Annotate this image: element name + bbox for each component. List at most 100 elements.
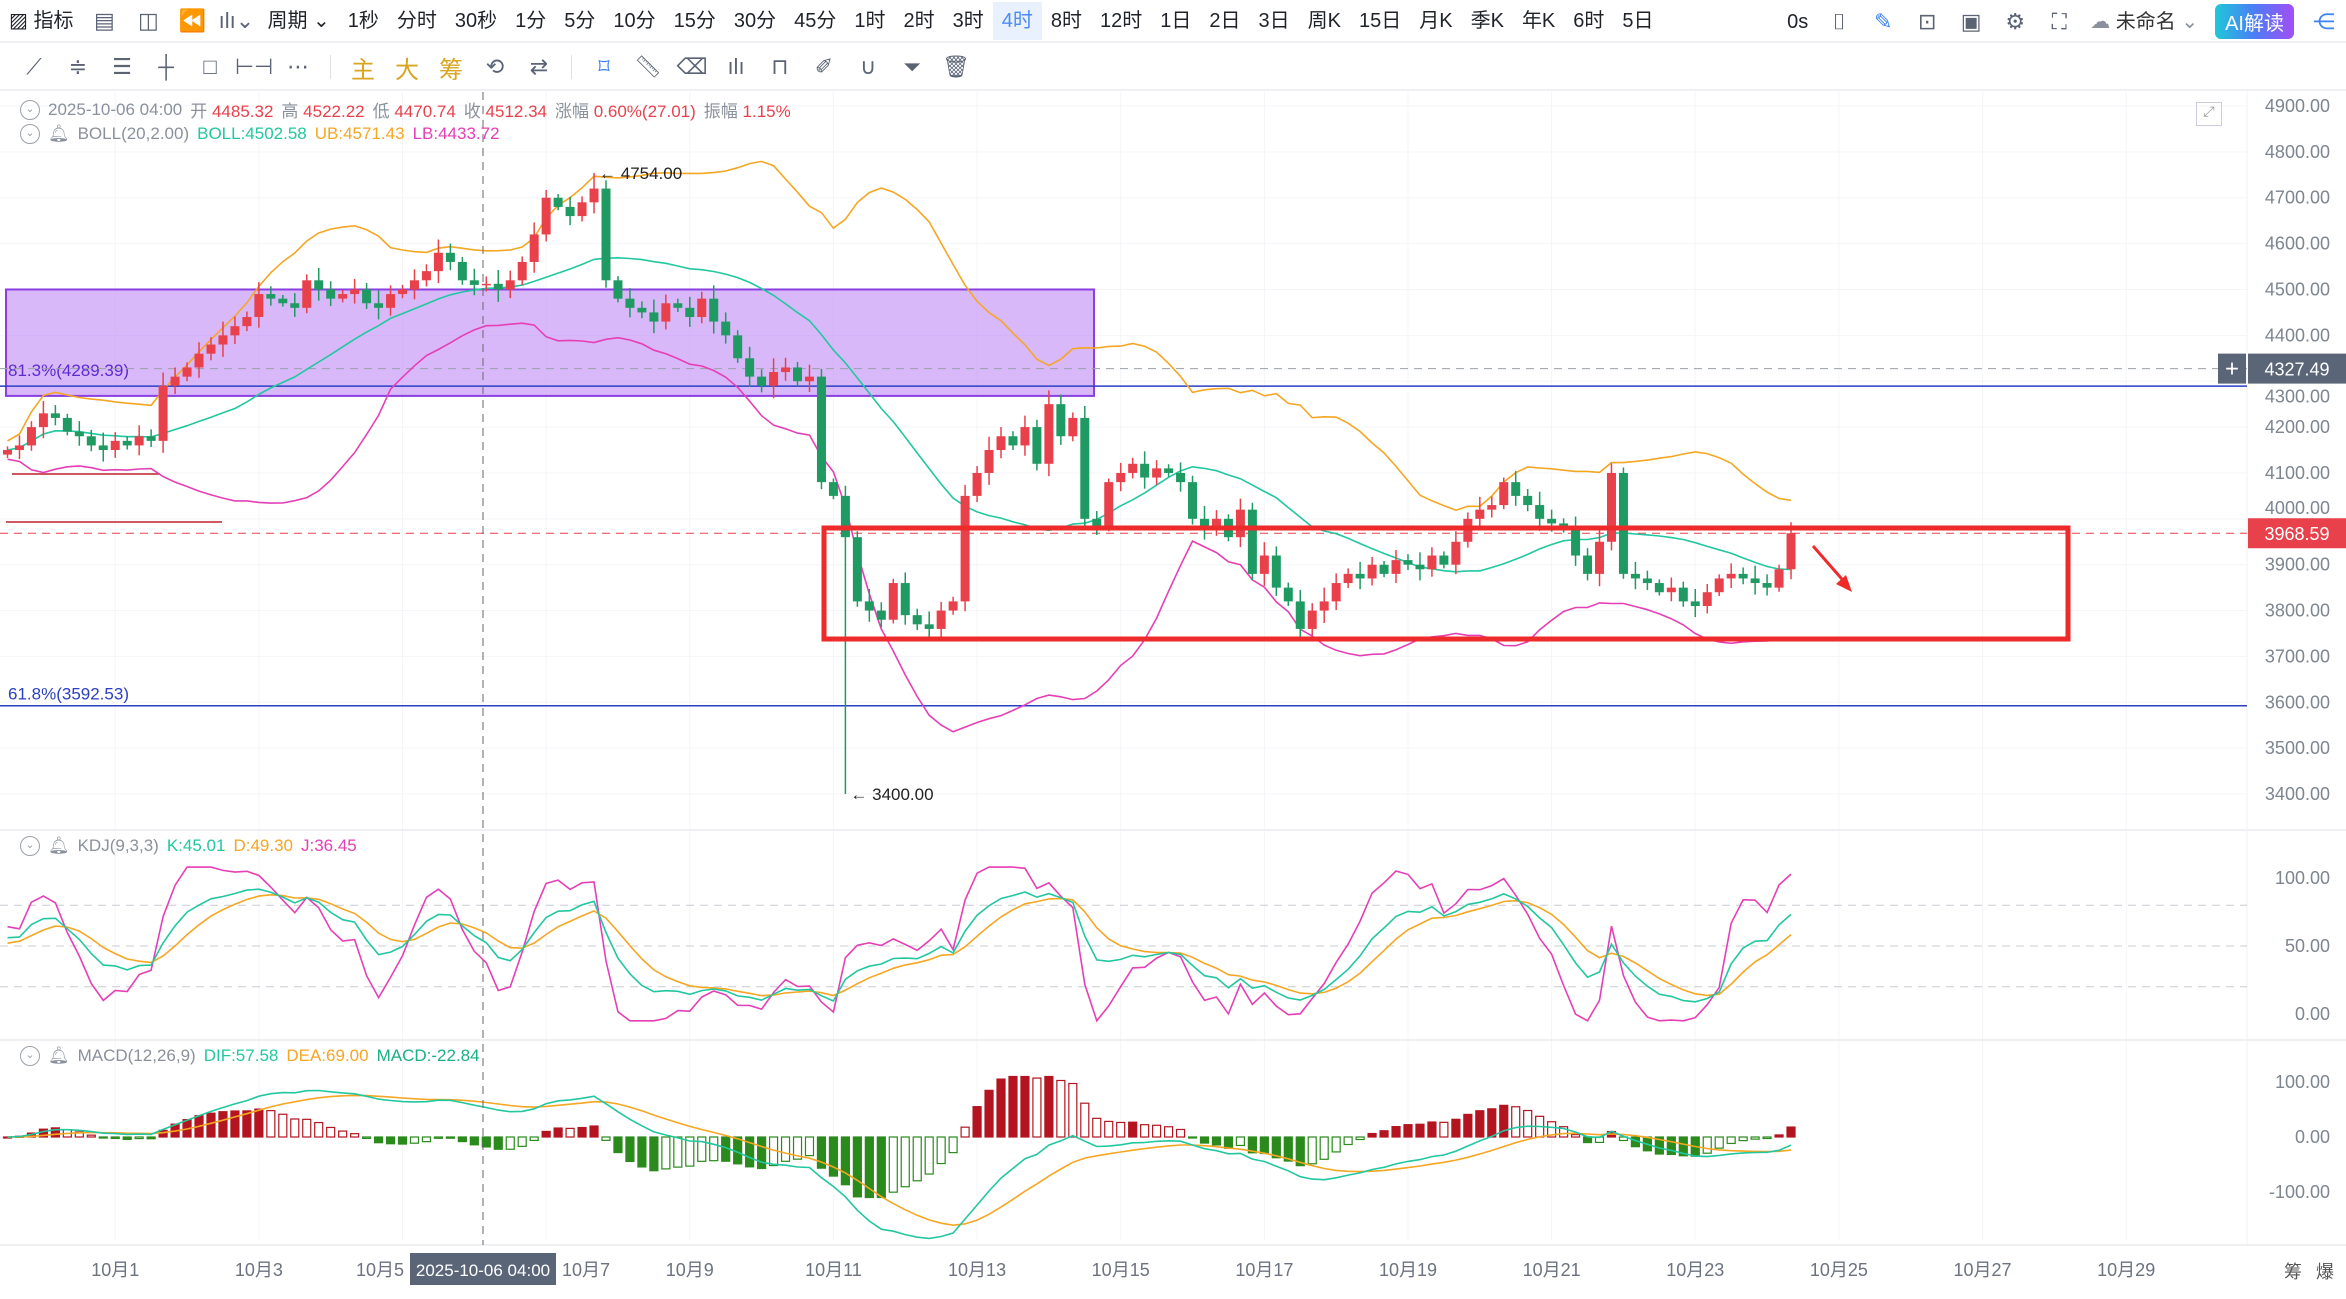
- candle-body: [1499, 482, 1509, 506]
- macd-histogram-bar: [1762, 1136, 1772, 1140]
- timeframe-0[interactable]: 1秒: [347, 9, 379, 32]
- timeframe-3[interactable]: 1分: [515, 9, 547, 32]
- settings-icon[interactable]: ⚙: [2005, 8, 2026, 34]
- timeframe-18[interactable]: 周K: [1307, 9, 1341, 32]
- price-axis-label: 3500.00: [2265, 738, 2330, 758]
- macd-histogram-bar: [1463, 1113, 1473, 1138]
- timeframe-24[interactable]: 5日: [1622, 9, 1654, 32]
- parallel-line-icon[interactable]: ≑: [68, 54, 88, 79]
- timeframe-19[interactable]: 15日: [1359, 9, 1402, 32]
- candle-hide-icon[interactable]: ılı: [727, 54, 745, 79]
- macd-axis-label: -100.00: [2269, 1182, 2330, 1202]
- timeframe-6[interactable]: 15分: [673, 9, 716, 32]
- timeframe-17[interactable]: 3日: [1258, 9, 1290, 32]
- timeframe-15[interactable]: 1日: [1160, 9, 1192, 32]
- candle-body: [182, 367, 192, 377]
- macd-histogram-bar: [625, 1136, 635, 1163]
- timeframe-20[interactable]: 月K: [1419, 9, 1453, 32]
- macd-histogram-bar: [840, 1136, 851, 1186]
- layout-icon[interactable]: ◫: [138, 7, 159, 33]
- macd-histogram-bar: [1080, 1102, 1090, 1138]
- chip-distribution-button[interactable]: 筹: [2284, 1262, 2302, 1282]
- timeframe-21[interactable]: 季K: [1470, 9, 1504, 32]
- more-icon[interactable]: ⋯: [287, 54, 309, 79]
- collapse-icon[interactable]: ⌄: [20, 1046, 40, 1066]
- timeframe-8[interactable]: 45分: [794, 9, 837, 32]
- bookmark-icon[interactable]: ⌑: [598, 54, 610, 79]
- camera-icon[interactable]: ⌷: [1832, 8, 1846, 34]
- layout-name-dropdown[interactable]: ☁ 未命名 ⌄: [2090, 10, 2199, 33]
- timeframe-22[interactable]: 年K: [1521, 9, 1556, 32]
- price-axis-label: 4000.00: [2265, 498, 2330, 518]
- eraser-icon[interactable]: ⌫: [676, 54, 708, 79]
- timeframe-9[interactable]: 1时: [854, 9, 886, 32]
- timeframe-7[interactable]: 30分: [733, 9, 777, 32]
- swap-icon[interactable]: ⇄: [529, 54, 549, 79]
- candle-body: [242, 317, 252, 327]
- timeframe-14[interactable]: 12时: [1100, 9, 1143, 32]
- range-icon[interactable]: ⊢⊣: [234, 54, 274, 79]
- indicator-button[interactable]: ▨ 指标: [9, 9, 74, 32]
- collapse-icon[interactable]: ⌄: [20, 124, 40, 144]
- ai-interpret-button[interactable]: AI解读: [2215, 4, 2294, 39]
- macd-histogram-bar: [1367, 1132, 1377, 1138]
- expand-icon[interactable]: ⤢: [2196, 102, 2222, 126]
- edit-note-icon[interactable]: ✐: [814, 54, 834, 79]
- add-window-icon[interactable]: ⊡: [1917, 8, 1937, 34]
- candle-body: [74, 431, 84, 437]
- macd-histogram-bar: [1199, 1136, 1210, 1144]
- filter-icon[interactable]: ⏷: [903, 54, 921, 79]
- timeframe-2[interactable]: 30秒: [454, 9, 498, 32]
- timeframe-12[interactable]: 4时: [992, 1, 1042, 40]
- timeframe-16[interactable]: 2日: [1209, 9, 1241, 32]
- crosshair-date-tag: [410, 1253, 556, 1285]
- period-dropdown[interactable]: 周期 ⌄: [267, 9, 330, 32]
- timeframe-5[interactable]: 10分: [613, 9, 656, 32]
- timeframe-4[interactable]: 5分: [564, 9, 596, 32]
- fullscreen-icon[interactable]: ⛶: [2051, 8, 2067, 34]
- trend-line-icon[interactable]: ⟋: [26, 54, 42, 79]
- timeframe-10[interactable]: 2时: [903, 9, 935, 32]
- macd-histogram-bar: [266, 1110, 276, 1138]
- macd-histogram-bar: [876, 1136, 886, 1199]
- rectangle-icon[interactable]: □: [203, 54, 217, 79]
- timeframe-11[interactable]: 3时: [952, 9, 984, 32]
- candle-body: [661, 303, 671, 322]
- popup-icon[interactable]: ▣: [1960, 8, 1982, 34]
- main-force-button[interactable]: 主: [351, 56, 375, 84]
- pen-icon[interactable]: ✎: [1873, 8, 1893, 34]
- collapse-icon[interactable]: ⌄: [20, 99, 40, 120]
- collapse-icon[interactable]: ⌄: [20, 836, 40, 856]
- chip-button[interactable]: 筹: [439, 56, 463, 84]
- candle-type-icon[interactable]: ılı⌄: [218, 7, 255, 33]
- ruler-icon[interactable]: 📏︎: [634, 54, 662, 79]
- sync-icon[interactable]: ⟲: [485, 54, 505, 79]
- candle-body: [206, 344, 216, 354]
- candle-body: [1762, 583, 1772, 588]
- bell-icon[interactable]: 🔔︎: [48, 124, 70, 143]
- template-icon[interactable]: ▤: [94, 7, 115, 33]
- macd-histogram-bar: [1499, 1104, 1509, 1138]
- drawing-toolbar: ⟋ ≑ ☰ ┼ □ ⊢⊣ ⋯ 主 大 筹 ⟲ ⇄ ⌑ 📏︎ ⌫ ılı ⊓ ✐ …: [0, 45, 2346, 91]
- timeframe-23[interactable]: 6时: [1573, 9, 1605, 32]
- bell-icon[interactable]: 🔔︎: [48, 1046, 70, 1065]
- macd-histogram-bar: [1379, 1130, 1389, 1138]
- timeframe-1[interactable]: 分时: [396, 9, 437, 32]
- share-icon[interactable]: ⋲: [2313, 8, 2335, 34]
- cross-line-icon[interactable]: ┼: [158, 54, 174, 79]
- replay-icon[interactable]: ⏪: [178, 7, 207, 33]
- channel-icon[interactable]: ☰: [112, 54, 132, 79]
- lock-icon[interactable]: ⊓: [771, 54, 789, 79]
- candle-body: [1343, 573, 1353, 584]
- magnet-icon[interactable]: ∪: [859, 54, 877, 79]
- macd-histogram-bar: [972, 1106, 982, 1138]
- burst-button[interactable]: 爆: [2316, 1262, 2334, 1282]
- bell-icon[interactable]: 🔔︎: [48, 836, 70, 855]
- refresh-interval[interactable]: 0s: [1787, 10, 1809, 33]
- candle-body: [302, 280, 312, 308]
- timeframe-13[interactable]: 8时: [1050, 9, 1083, 32]
- big-order-button[interactable]: 大: [395, 56, 419, 84]
- trash-icon[interactable]: 🗑︎: [942, 54, 970, 79]
- candle-body: [1714, 578, 1724, 593]
